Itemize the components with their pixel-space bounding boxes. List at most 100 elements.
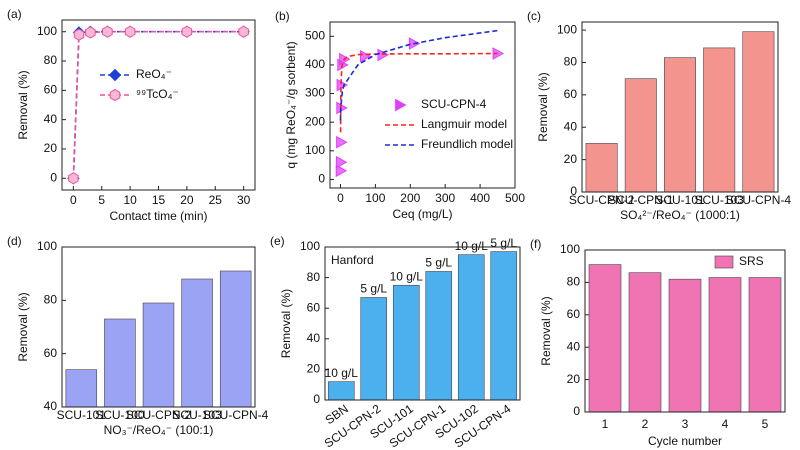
bar	[588, 264, 622, 413]
x-tick-label: 25	[209, 193, 223, 207]
bar	[65, 369, 98, 408]
y-tick-label: 80	[567, 275, 581, 289]
y-tick-label: 20	[567, 372, 581, 386]
x-axis-label: Contact time (min)	[109, 209, 207, 223]
x-axis-label: NO₃⁻/ReO₄⁻ (100:1)	[104, 423, 214, 437]
panel-label: (b)	[275, 9, 290, 23]
bar	[142, 302, 175, 408]
x-tick-label: 5	[762, 417, 769, 431]
x-tick-label: 400	[470, 191, 490, 205]
bar	[490, 251, 518, 401]
y-tick-label: 100	[37, 24, 57, 38]
x-tick-label: 3	[682, 417, 689, 431]
data-point	[336, 135, 348, 149]
x-tick-label: 4	[722, 417, 729, 431]
x-axis-label: Ceq (mg/L)	[392, 207, 452, 221]
legend-label: Freundlich model	[421, 137, 513, 151]
y-axis-label: Removal (%)	[16, 292, 30, 361]
y-tick-label: 100	[305, 143, 325, 157]
bar	[425, 271, 453, 401]
y-tick-label: 200	[305, 114, 325, 128]
x-tick-label: 0	[337, 191, 344, 205]
bar	[392, 284, 420, 401]
y-axis-label: Removal (%)	[539, 296, 553, 365]
x-tick-label: SCU-CPN-1	[608, 193, 674, 207]
y-tick-label: 0	[313, 392, 320, 406]
data-point	[336, 78, 349, 92]
plot-frame	[329, 21, 516, 189]
y-axis-label: Removal (%)	[536, 72, 550, 141]
dosage-label: 5 g/L	[360, 282, 387, 296]
y-tick-label: 80	[44, 53, 58, 67]
panel-label: (d)	[7, 234, 22, 248]
series-line	[339, 29, 498, 121]
plot-frame	[324, 246, 521, 401]
y-tick-label: 20	[564, 152, 578, 166]
y-tick-label: 0	[318, 172, 325, 186]
bar	[457, 254, 485, 401]
data-point	[492, 47, 505, 60]
x-tick-label: 0	[70, 193, 77, 207]
legend-label: SCU-CPN-4	[421, 97, 487, 111]
y-tick-label: 60	[307, 300, 321, 314]
dosage-label: 10 g/L	[390, 269, 424, 283]
series-line	[72, 30, 244, 179]
y-axis-label: Removal (%)	[279, 289, 293, 358]
y-tick-label: 100	[560, 242, 580, 256]
legend-marker	[395, 98, 407, 112]
annotation: Hanford	[331, 253, 374, 267]
x-tick-label: 20	[180, 193, 194, 207]
bar	[628, 272, 662, 413]
y-tick-label: 0	[570, 184, 577, 198]
series-line	[339, 52, 498, 133]
x-tick-label: 200	[400, 191, 420, 205]
y-tick-label: 0	[573, 404, 580, 418]
data-point	[124, 25, 136, 38]
x-tick-label: SCU-103	[695, 193, 745, 207]
panel-label: (a)	[7, 7, 22, 21]
bar	[585, 143, 618, 193]
y-axis-label: q (mg ReO₄⁻/g sorbent)	[284, 41, 298, 168]
dosage-label: 10 g/L	[325, 366, 359, 380]
data-point	[68, 172, 79, 185]
x-tick-label: SCU-101	[655, 193, 705, 207]
y-tick-label: 40	[44, 399, 58, 413]
legend-marker	[109, 88, 121, 102]
data-point	[336, 101, 348, 115]
panel-label: (f)	[530, 237, 541, 251]
y-tick-label: 40	[307, 331, 321, 345]
x-tick-label: 5	[98, 193, 105, 207]
series-line	[72, 30, 244, 179]
legend-label: Langmuir model	[421, 117, 507, 131]
y-tick-label: 60	[44, 346, 58, 360]
legend-marker	[108, 68, 122, 82]
bar	[664, 57, 696, 193]
data-point	[335, 164, 348, 178]
y-tick-label: 400	[305, 57, 325, 71]
bar	[703, 47, 736, 193]
x-axis-label: SO₄²⁻/ReO₄⁻ (1000:1)	[620, 208, 740, 222]
y-tick-label: 60	[44, 83, 58, 97]
x-tick-label: SCU-CPN-2	[569, 193, 635, 207]
x-tick-label: SCU-CPN-4	[726, 193, 792, 207]
y-tick-label: 20	[307, 362, 321, 376]
x-tick-label: 300	[435, 191, 455, 205]
plot-frame	[581, 21, 779, 193]
data-point	[360, 49, 372, 63]
y-tick-label: 20	[44, 141, 58, 155]
panel-label: (e)	[270, 234, 285, 248]
y-tick-label: 60	[564, 87, 578, 101]
x-tick-label: 100	[365, 191, 385, 205]
bar	[742, 31, 775, 193]
bar	[219, 270, 252, 408]
plot-frame	[61, 19, 256, 191]
bar	[748, 277, 782, 413]
y-tick-label: 40	[44, 112, 58, 126]
legend-swatch	[714, 255, 734, 269]
data-point	[238, 25, 249, 38]
y-tick-label: 40	[564, 119, 578, 133]
data-point	[102, 25, 113, 38]
bar	[624, 78, 657, 193]
dosage-label: 5 g/L	[490, 236, 517, 250]
